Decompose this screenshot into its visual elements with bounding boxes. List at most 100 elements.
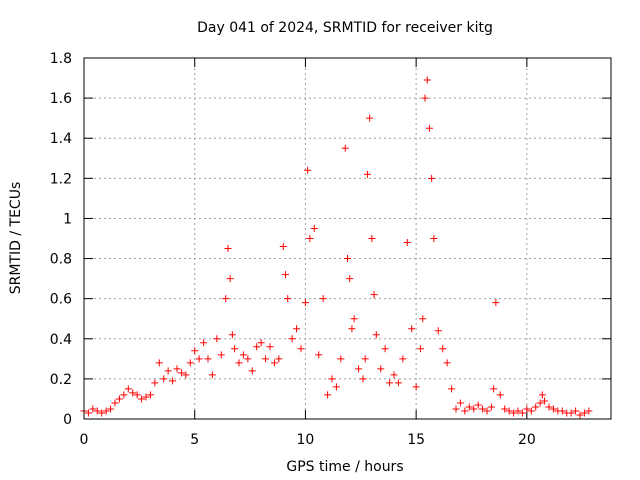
data-point [461,407,469,415]
y-tick-label: 1 [63,211,72,227]
data-point [394,379,402,387]
data-point [146,391,154,399]
data-point [532,403,540,411]
data-point [417,345,425,353]
x-tick-label: 0 [80,432,89,448]
data-point [523,405,531,413]
y-axis-label: SRMTID / TECUs [8,182,24,295]
data-point [213,335,221,343]
x-tick-label: 10 [297,432,315,448]
data-point [572,407,580,415]
data-point [425,124,433,132]
data-point [403,239,411,247]
data-point [248,367,256,375]
data-point [107,405,115,413]
data-point [262,355,270,363]
data-point [490,385,498,393]
data-point [538,391,546,399]
data-point [337,355,345,363]
data-point [386,379,394,387]
data-point [129,389,137,397]
data-point [102,407,110,415]
chart-title: Day 041 of 2024, SRMTID for receiver kit… [197,20,493,36]
y-tick-label: 1.2 [50,171,72,187]
data-point [580,409,588,417]
data-point [483,407,491,415]
data-point [279,243,287,251]
x-tick-label: 15 [407,432,425,448]
data-point [142,393,150,401]
data-point [496,391,504,399]
data-point [527,407,535,415]
data-point [419,315,427,323]
data-point [348,325,356,333]
data-point [501,405,509,413]
data-point [346,275,354,283]
data-point [173,365,181,373]
x-tick-label: 20 [518,432,536,448]
data-point [399,355,407,363]
data-point [93,407,101,415]
data-point [510,409,518,417]
y-tick-label: 0 [63,412,72,428]
y-tick-label: 0.4 [50,332,72,348]
data-point [235,359,243,367]
data-point [448,385,456,393]
data-point [208,371,216,379]
y-tick-label: 0.6 [50,292,72,308]
data-point [541,397,549,405]
y-tick-label: 0.8 [50,252,72,268]
data-point [270,359,278,367]
data-point [430,235,438,242]
data-point [324,391,332,399]
data-point [355,365,363,373]
data-point [545,403,553,411]
data-point [465,403,473,411]
data-point [408,325,416,333]
data-point [138,395,146,403]
axis-ticks [83,57,611,420]
y-tick-label: 0.2 [50,372,72,388]
data-point [452,405,460,413]
x-tick-label: 5 [190,432,199,448]
data-point [487,403,495,411]
data-point [191,347,199,355]
data-point [328,375,336,383]
data-point [169,377,177,385]
data-point [155,359,163,367]
data-point [492,299,500,307]
data-point [115,395,123,403]
data-point [297,345,305,353]
data-point [304,166,312,174]
data-point [341,144,349,152]
data-point [456,399,464,407]
data-point [549,405,557,413]
data-point [366,114,374,122]
data-point [381,345,389,353]
gridlines [84,58,611,419]
data-point [536,399,544,407]
data-point [361,355,369,363]
data-point [200,339,208,347]
data-point [412,383,420,391]
data-point [224,245,232,253]
data-point [111,399,119,407]
data-point [84,409,92,417]
data-point [244,355,252,363]
data-point [217,351,225,359]
data-point [306,235,314,242]
x-tick-labels: 0 5 10 15 20 [80,432,536,448]
data-point [428,174,436,182]
data-point [368,235,376,242]
y-tick-labels: 0 0.2 0.4 0.6 0.8 1 1.2 1.4 1.6 1.8 [50,51,72,428]
data-point [288,335,296,343]
x-axis-label: GPS time / hours [286,459,403,475]
y-tick-label: 1.8 [50,51,72,67]
data-point [310,224,318,232]
data-point [120,391,128,399]
plot-frame [83,57,612,420]
data-point [186,359,194,367]
data-point [344,255,351,263]
data-point [160,375,168,383]
